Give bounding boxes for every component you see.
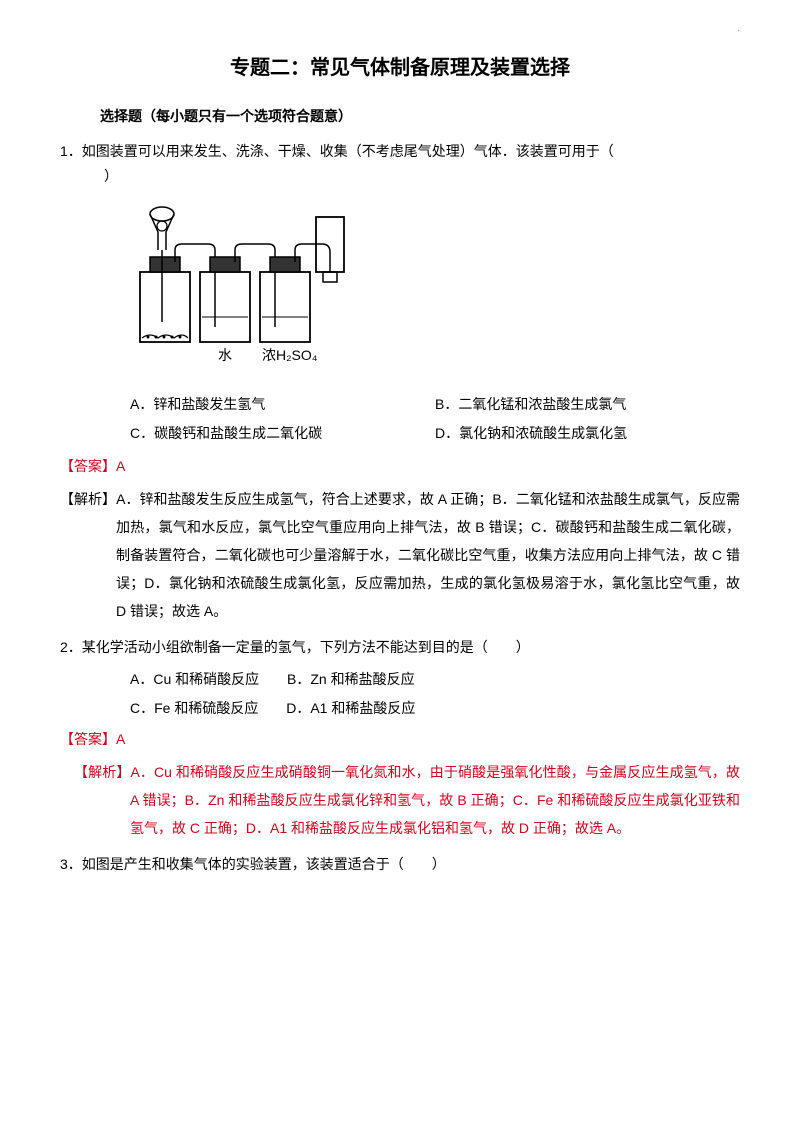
q1-analysis-text: A．锌和盐酸发生反应生成氢气，符合上述要求，故 A 正确；B．二氧化锰和浓盐酸生…: [116, 491, 740, 619]
q1-options: A．锌和盐酸发生氢气 B．二氧化锰和浓盐酸生成氯气 C．碳酸钙和盐酸生成二氧化碳…: [130, 392, 740, 446]
figure-label-h2so4: 浓H₂SO₄: [262, 347, 318, 363]
q1-analysis: 【解析】A．锌和盐酸发生反应生成氢气，符合上述要求，故 A 正确；B．二氧化锰和…: [60, 485, 740, 625]
q1-number: 1．: [60, 143, 82, 159]
q2-answer-value: A: [116, 731, 125, 747]
q2-answer: 【答案】A: [60, 727, 740, 752]
q2-number: 2．: [60, 639, 82, 655]
question-1: 1．如图装置可以用来发生、洗涤、干燥、收集（不考虑尾气处理）气体．该装置可用于（…: [60, 139, 740, 446]
q2-analysis-label: 【解析】: [74, 764, 130, 780]
q1-option-d: D．氯化钠和浓硫酸生成氯化氢: [435, 421, 740, 446]
q2-options: A．Cu 和稀硝酸反应 B．Zn 和稀盐酸反应 C．Fe 和稀硫酸反应 D．A1…: [130, 667, 740, 721]
page-corner-mark: .: [737, 20, 740, 38]
q2-option-a: A．Cu 和稀硝酸反应: [130, 667, 259, 692]
q1-close-paren: ）: [104, 164, 740, 189]
q2-option-d: D．A1 和稀盐酸反应: [286, 696, 415, 721]
q2-text: 某化学活动小组欲制备一定量的氢气，下列方法不能达到目的是（ ）: [82, 639, 530, 655]
question-2: 2．某化学活动小组欲制备一定量的氢气，下列方法不能达到目的是（ ） A．Cu 和…: [60, 635, 740, 842]
q2-analysis: 【解析】A．Cu 和稀硝酸反应生成硝酸铜一氧化氮和水，由于硝酸是强氧化性酸，与金…: [60, 758, 740, 842]
q2-analysis-text: A．Cu 和稀硝酸反应生成硝酸铜一氧化氮和水，由于硝酸是强氧化性酸，与金属反应生…: [130, 764, 740, 836]
q3-number: 3．: [60, 856, 82, 872]
q1-answer-label: 【答案】: [60, 458, 116, 474]
q2-option-b: B．Zn 和稀盐酸反应: [287, 667, 415, 692]
q1-analysis-label: 【解析】: [60, 491, 116, 507]
q1-option-c: C．碳酸钙和盐酸生成二氧化碳: [130, 421, 435, 446]
q1-apparatus-figure: 水 浓H₂SO₄: [130, 202, 740, 380]
q1-text: 如图装置可以用来发生、洗涤、干燥、收集（不考虑尾气处理）气体．该装置可用于（: [82, 143, 614, 159]
q1-option-b: B．二氧化锰和浓盐酸生成氯气: [435, 392, 740, 417]
q1-answer-value: A: [116, 458, 125, 474]
figure-label-water: 水: [218, 347, 232, 363]
question-3: 3．如图是产生和收集气体的实验装置，该装置适合于（ ）: [60, 852, 740, 877]
q1-answer: 【答案】A: [60, 454, 740, 479]
section-subtitle: 选择题（每小题只有一个选项符合题意）: [100, 104, 740, 129]
q2-option-c: C．Fe 和稀硫酸反应: [130, 696, 258, 721]
q3-text: 如图是产生和收集气体的实验装置，该装置适合于（ ）: [82, 856, 446, 872]
q1-option-a: A．锌和盐酸发生氢气: [130, 392, 435, 417]
doc-title: 专题二：常见气体制备原理及装置选择: [60, 50, 740, 86]
q2-answer-label: 【答案】: [60, 731, 116, 747]
